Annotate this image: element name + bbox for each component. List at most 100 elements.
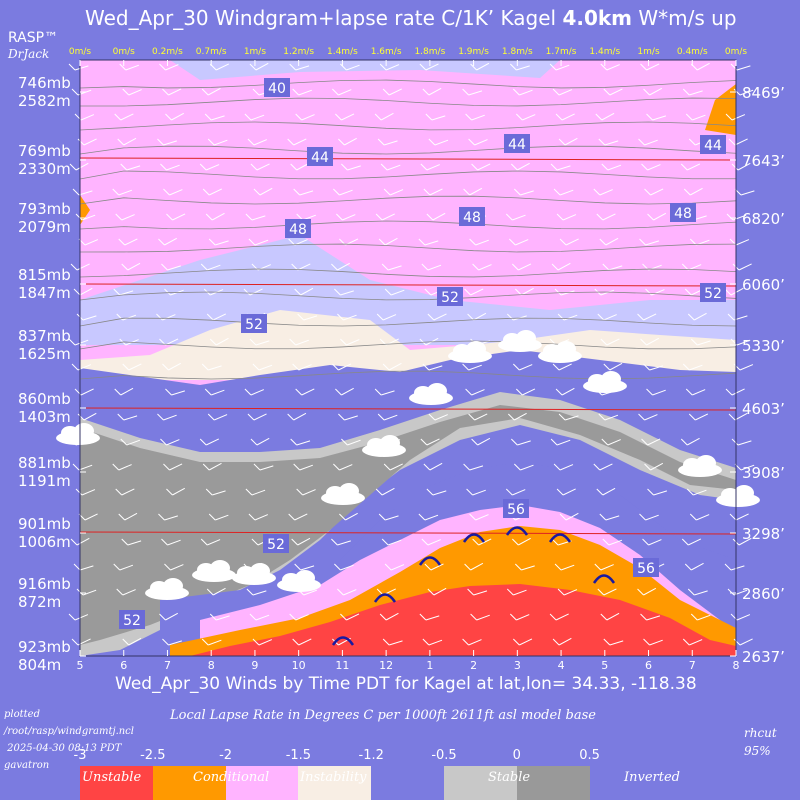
barb-staff [82,589,97,596]
wind-barb [597,588,617,596]
pressure-label: 860mb [18,390,71,408]
barb-tick [733,363,741,371]
wind-barb [424,563,444,571]
isotherm-box [633,558,659,577]
x-tick-label: 5 [77,659,84,672]
barb-staff [208,365,222,371]
barb-tick [68,63,76,71]
barb-tick [383,188,391,196]
barb-staff [563,589,578,596]
barb-staff [694,312,707,321]
wind-barb [556,488,576,496]
barb-staff [212,587,226,596]
barb-staff [608,265,623,271]
x-tick-label: 11 [335,659,349,672]
barb-staff [652,115,667,121]
barb-tick [113,288,121,296]
wind-barb [384,288,405,296]
wind-barb [296,488,316,496]
barb-staff [123,137,137,146]
barb-staff [433,313,447,321]
barb-staff [646,63,660,71]
height-m-label: 2079m [18,218,71,236]
wind-barb [515,113,536,121]
wind-barb [685,113,706,121]
barb-tick [465,388,472,396]
barb-staff [737,440,752,446]
barb-tick [600,613,608,621]
wind-barb [550,163,571,171]
level-line [79,157,737,161]
barb-staff [555,613,569,621]
wind-barb [689,513,710,521]
barb-staff [609,640,624,646]
barb-tick [336,213,343,221]
barb-staff [645,240,660,246]
wind-barb [287,138,307,146]
barb-tick [463,463,470,471]
barb-tick [292,638,300,646]
barb-staff [599,463,613,471]
wstar-label: 0m/s [69,47,92,57]
wind-barb [733,638,753,646]
barb-staff [301,388,315,396]
wind-barb [421,538,441,546]
wind-barb [507,412,527,421]
barb-tick [291,538,299,546]
wind-barb [297,313,318,321]
barb-tick [688,138,696,146]
wind-barb [725,388,745,396]
wind-barb [638,413,658,421]
barb-staff [211,389,225,396]
barb-tick [77,138,85,146]
barb-tick [252,363,260,371]
x-tick-label: 4 [558,659,565,672]
barb-staff [564,415,579,421]
barb-staff [689,364,703,371]
wind-barb [640,63,660,71]
barb-staff [606,338,620,346]
barb-staff [516,614,530,621]
barb-tick [252,638,260,646]
isotherm-label: 44 [311,150,329,166]
barb-staff [734,138,748,146]
barb-tick [252,88,260,96]
isoline [79,97,737,107]
barb-tick [595,113,603,121]
wind-barb [470,613,490,621]
barb-staff [731,388,745,396]
barb-tick [166,213,173,221]
barb-tick [250,163,258,171]
barb-tick [599,513,607,521]
barb-tick [338,138,345,146]
barb-tick [553,188,561,196]
barb-staff [429,188,443,196]
barb-staff [647,164,661,171]
isoline [79,370,737,380]
wind-barb [206,313,227,321]
height-m-label: 804m [18,656,61,674]
cloud-puff [295,570,315,586]
barb-tick [112,463,120,471]
wind-barb [422,638,443,646]
barb-staff [473,312,487,321]
barb-staff [79,565,94,571]
height-m-label: 1403m [18,408,71,426]
wind-barb [643,638,663,646]
wind-barb [728,412,748,421]
wind-barb [470,62,490,71]
wind-barb [550,438,571,446]
barb-tick [120,163,128,171]
barb-tick [466,488,473,496]
barb-staff [339,464,353,471]
wind-barb [158,237,177,246]
barb-staff [259,187,273,196]
wind-barb [512,363,533,371]
barb-tick [72,463,80,471]
stable-band-top [170,60,560,80]
barb-tick [161,538,168,546]
wind-barb [289,338,309,346]
cloud-puff [734,485,754,501]
barb-tick [205,488,213,496]
